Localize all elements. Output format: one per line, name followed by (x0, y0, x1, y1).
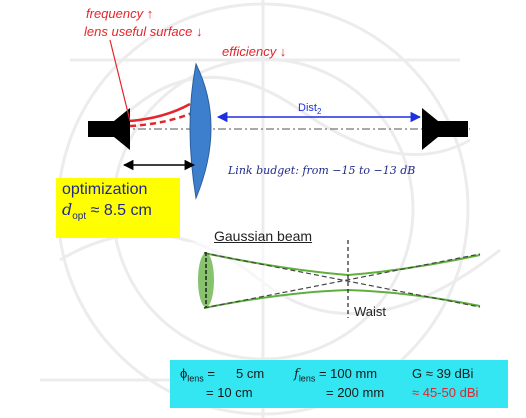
gaussian-beam-title: Gaussian beam (214, 228, 313, 244)
phi-lens-label: ϕlens = (180, 366, 216, 384)
waist-label: Waist (354, 304, 387, 319)
f-value-2: = 200 mm (326, 385, 385, 400)
left-horn-antenna (88, 108, 130, 150)
right-horn-antenna (422, 108, 468, 150)
frequency-annotation: frequency ↑ (86, 6, 154, 21)
f-lens-label: flens = 100 mm (294, 366, 378, 384)
optimization-title: optimization (62, 181, 148, 198)
phi-value-1: 5 cm (236, 366, 265, 381)
lens-parameters-box: ϕlens = 5 cm = 10 cm flens = 100 mm = 20… (170, 360, 508, 408)
gain-value-1: G ≈ 39 dBi (412, 366, 474, 381)
gaussian-beam-diagram (186, 240, 481, 318)
link-budget-text: Link budget: from −15 to −13 dB (228, 164, 416, 177)
beam-spread-curves (109, 39, 193, 128)
phi-value-2: = 10 cm (206, 385, 253, 400)
optimization-box: optimization dopt ≈ 8.5 cm (56, 178, 180, 238)
lens (189, 62, 212, 200)
efficiency-annotation: efficiency ↓ (222, 44, 287, 59)
distance-label: Dist2 (298, 102, 322, 117)
gain-value-2: ≈ 45-50 dBi (412, 385, 479, 400)
lens-surface-annotation: lens useful surface ↓ (84, 24, 203, 39)
dopt-value: dopt ≈ 8.5 cm (62, 200, 152, 223)
